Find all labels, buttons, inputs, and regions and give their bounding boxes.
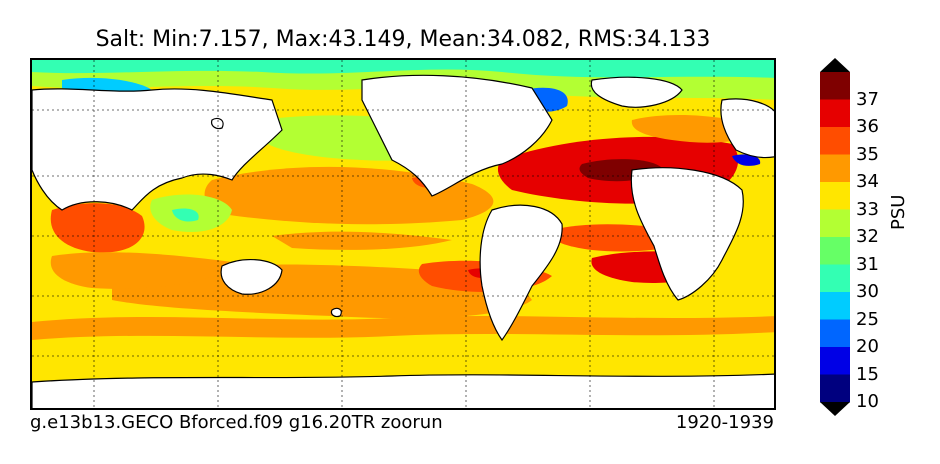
colorbar-tick-label: 35 <box>856 143 879 165</box>
salinity-map <box>30 58 776 410</box>
colorbar-tick-label: 37 <box>856 88 879 110</box>
zone-indian-ocean <box>50 252 232 289</box>
colorbar-under-arrow <box>820 402 850 416</box>
colorbar-block <box>820 209 850 238</box>
land-europe <box>720 98 774 159</box>
chart-title: Salt: Min:7.157, Max:43.149, Mean:34.082… <box>95 27 711 52</box>
colorbar-tick-label: 36 <box>856 116 879 137</box>
land-australia <box>220 259 283 295</box>
colorbar-label: PSU <box>888 194 909 230</box>
zone-arctic-30 <box>32 60 774 78</box>
colorbar-tick-label: 10 <box>856 391 879 412</box>
zone-southern-34 <box>32 316 774 340</box>
colorbar-over-arrow <box>820 58 850 72</box>
colorbar-block <box>820 374 850 403</box>
zone-arabian-sea <box>50 203 145 253</box>
colorbar-tick-label: 15 <box>856 363 879 385</box>
land-japan <box>211 117 224 130</box>
land-africa <box>630 167 744 301</box>
colorbar-block <box>820 237 850 265</box>
colorbar-tick-label: 32 <box>856 226 879 247</box>
colorbar-block <box>820 127 850 155</box>
colorbar-tick-label: 31 <box>856 253 879 275</box>
colorbar-block <box>820 99 850 128</box>
zone-kara-fresh <box>62 77 152 93</box>
period-label: 1920-1939 <box>675 412 774 433</box>
zone-baltic-sea <box>732 154 761 166</box>
colorbar-blocks <box>820 72 850 403</box>
colorbar-block <box>820 292 850 320</box>
colorbar-block <box>820 154 850 183</box>
zone-bay-of-bengal <box>172 208 199 222</box>
land-new-zealand <box>330 307 342 318</box>
colorbar-tick-label: 25 <box>856 308 879 330</box>
colorbar-tick-label: 34 <box>856 171 879 192</box>
colorbar-tick-label: 20 <box>856 336 879 357</box>
land-masses <box>32 74 774 408</box>
map-canvas <box>32 60 774 408</box>
land-north-america <box>361 74 553 197</box>
land-greenland <box>590 76 683 108</box>
land-antarctica <box>32 373 774 408</box>
colorbar-tick-label: 33 <box>856 198 879 220</box>
case-name: g.e13b13.GECO Bforced.f09 g16.20TR zooru… <box>30 412 443 433</box>
colorbar-tick-label: 30 <box>856 281 879 302</box>
colorbar-block <box>820 264 850 293</box>
colorbar <box>820 58 850 416</box>
graticule <box>32 60 774 408</box>
colorbar-block <box>820 319 850 348</box>
colorbar-block <box>820 182 850 210</box>
land-south-america <box>479 204 563 342</box>
colorbar-block <box>820 347 850 375</box>
colorbar-block <box>820 72 850 100</box>
